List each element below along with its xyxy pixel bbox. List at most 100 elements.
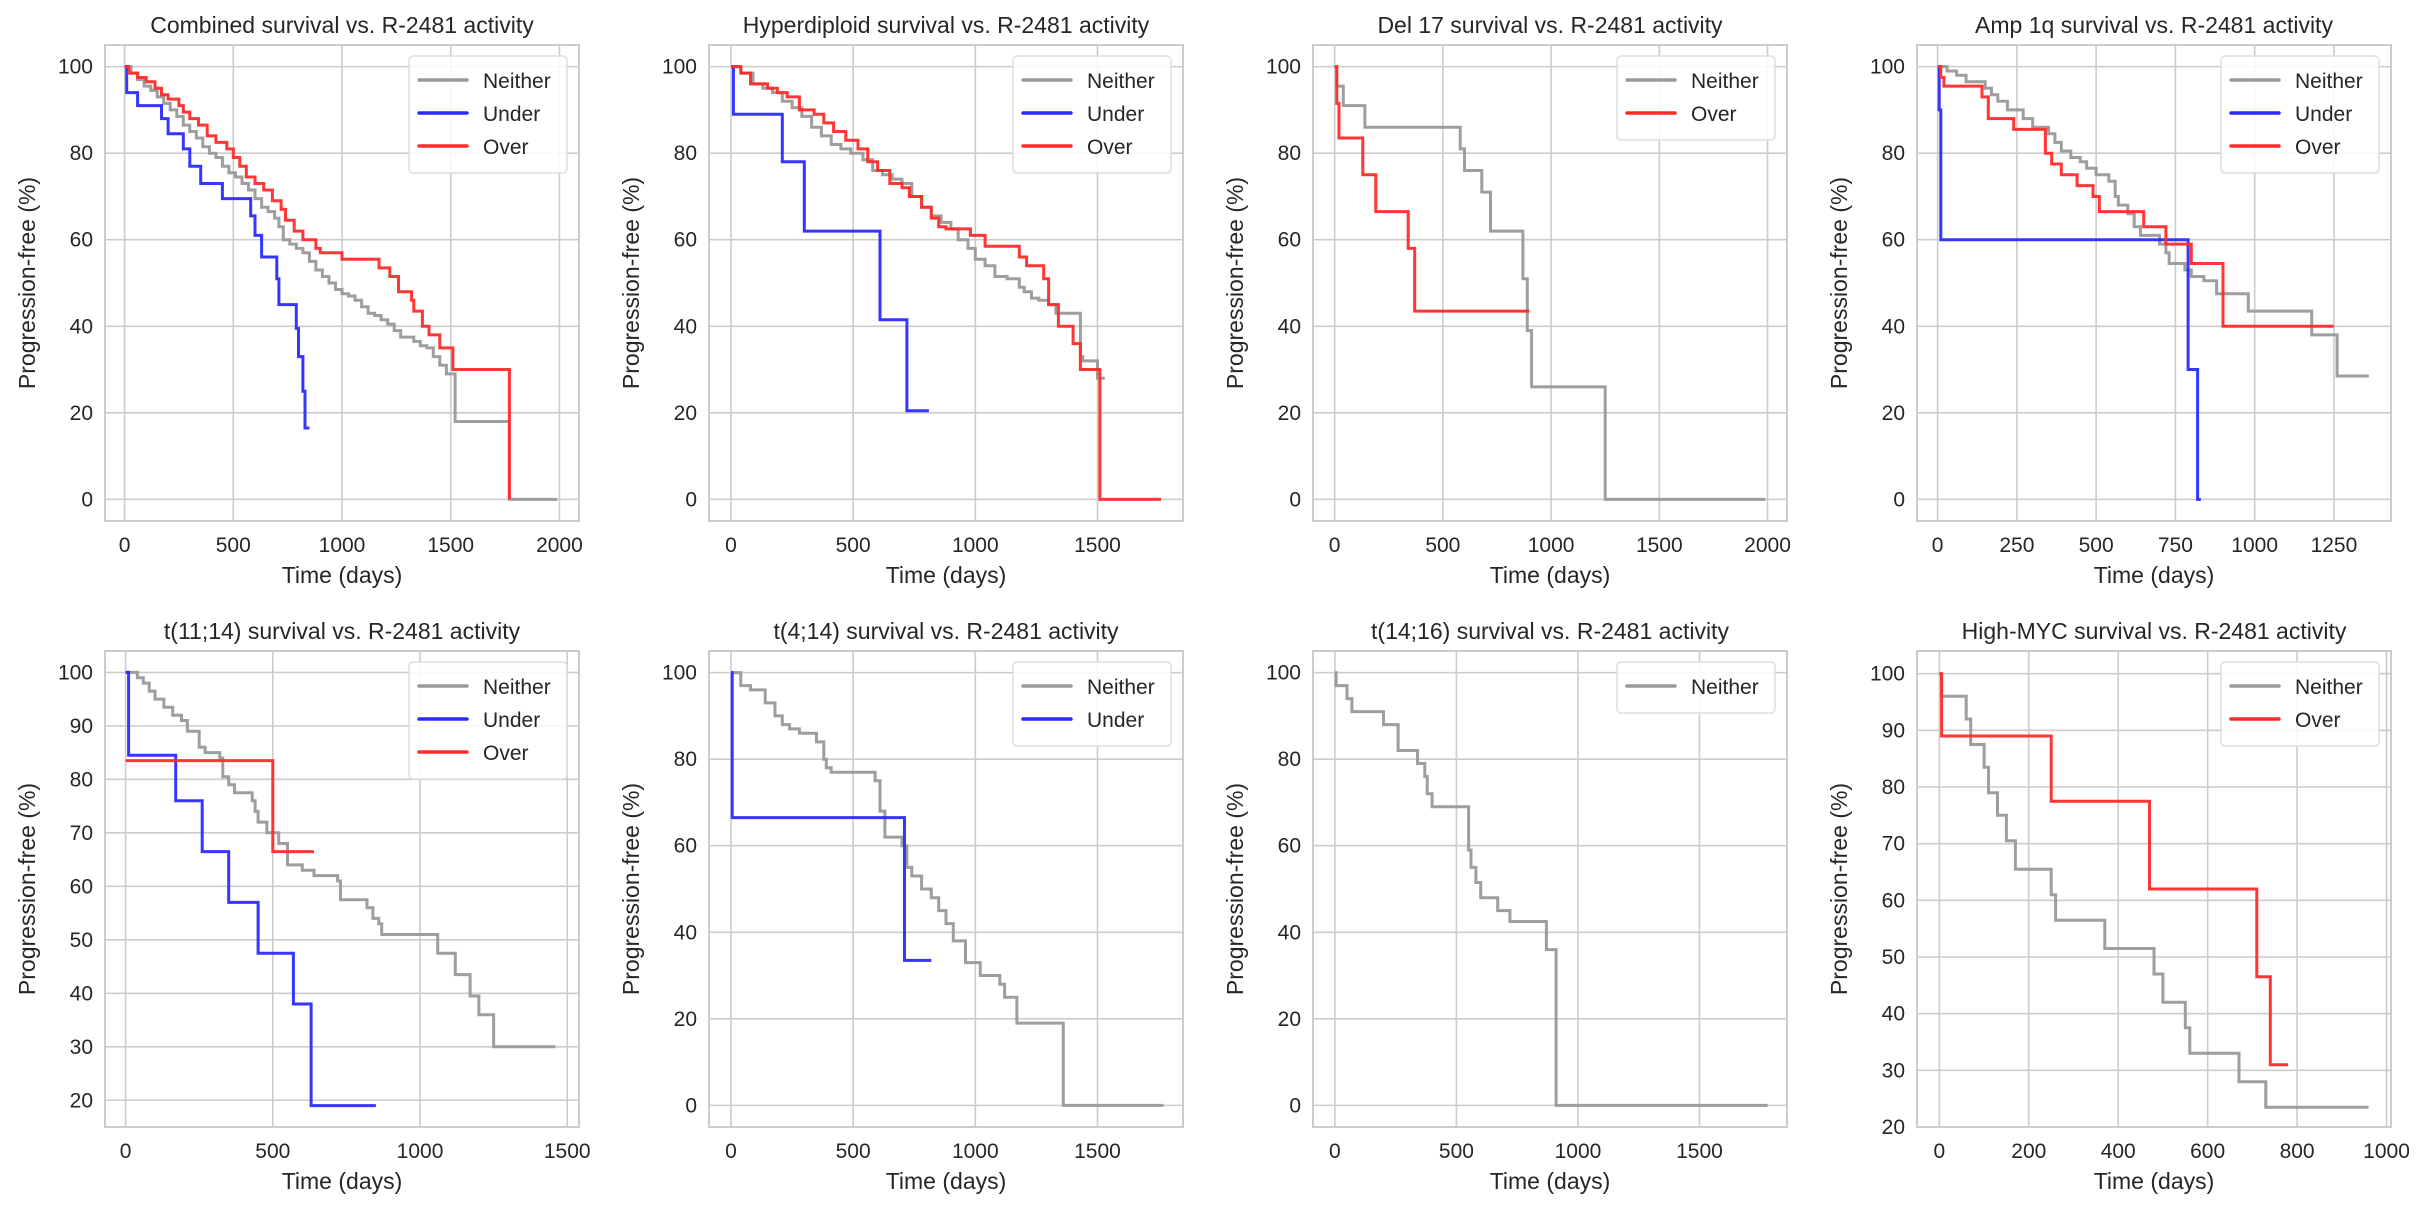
legend-label-over: Over bbox=[2295, 709, 2341, 732]
y-tick-label: 20 bbox=[674, 1008, 697, 1031]
legend-box bbox=[408, 55, 568, 174]
y-tick-label: 20 bbox=[1882, 402, 1905, 425]
subplot-3: 0 500 1000 1500 2000 0 20 40 60 80 100 Del 17 survi… bbox=[1222, 12, 1791, 588]
subplot-1: 0 500 1000 1500 2000 0 20 40 60 80 100 Combined sur… bbox=[14, 12, 583, 588]
y-tick-label: 60 bbox=[1882, 229, 1905, 252]
subplot-2: 0 500 1000 1500 0 20 40 60 80 100 Hyperdiploid sur… bbox=[618, 12, 1184, 588]
y-tick-label: 0 bbox=[1289, 1094, 1301, 1117]
series-line-neither bbox=[1334, 65, 1766, 501]
x-tick-label: 500 bbox=[836, 1140, 871, 1163]
axes-frame bbox=[1916, 44, 2392, 522]
y-tick-label: 0 bbox=[685, 488, 697, 511]
y-tick-label: 40 bbox=[1278, 921, 1301, 944]
series-line-over bbox=[1939, 672, 2289, 1067]
series-line-neither bbox=[1939, 672, 2369, 1109]
y-tick-label: 60 bbox=[1278, 229, 1301, 252]
legend-label-neither: Neither bbox=[2295, 70, 2363, 93]
legend: Neither bbox=[1616, 661, 1776, 714]
axes-frame bbox=[104, 44, 580, 522]
y-tick-label: 80 bbox=[1278, 748, 1301, 771]
y-axis-label: Progression-free (%) bbox=[1222, 177, 1248, 389]
series-line-over bbox=[124, 65, 511, 500]
x-tick-label: 1000 bbox=[1528, 534, 1575, 557]
x-tick-label: 2000 bbox=[536, 534, 583, 557]
legend-label-under: Under bbox=[483, 709, 540, 732]
x-tick-label: 1000 bbox=[2363, 1140, 2410, 1163]
y-tick-label: 100 bbox=[1266, 662, 1301, 685]
x-tick-label: 0 bbox=[725, 534, 737, 557]
x-tick-label: 1000 bbox=[2231, 534, 2278, 557]
x-tick-label: 1000 bbox=[319, 534, 366, 557]
legend-box bbox=[2220, 55, 2380, 174]
y-tick-label: 40 bbox=[1882, 1003, 1905, 1026]
x-tick-label: 1000 bbox=[952, 1140, 999, 1163]
x-tick-label: 1500 bbox=[427, 534, 474, 557]
chart-title: Combined survival vs. R-2481 activity bbox=[150, 12, 534, 38]
y-tick-label: 0 bbox=[1893, 488, 1905, 511]
y-tick-label: 40 bbox=[674, 921, 697, 944]
x-axis-label: Time (days) bbox=[886, 562, 1007, 588]
legend: Neither Over bbox=[2220, 661, 2380, 747]
x-tick-label: 500 bbox=[255, 1140, 290, 1163]
x-tick-label: 0 bbox=[1329, 1140, 1341, 1163]
y-tick-label: 80 bbox=[70, 768, 93, 791]
legend: Neither Under Over bbox=[408, 661, 568, 780]
x-tick-label: 0 bbox=[1932, 534, 1944, 557]
y-tick-label: 40 bbox=[674, 315, 697, 338]
y-tick-label: 80 bbox=[70, 142, 93, 165]
x-tick-label: 1500 bbox=[1636, 534, 1683, 557]
legend-label-neither: Neither bbox=[1691, 70, 1759, 93]
y-tick-label: 60 bbox=[1278, 835, 1301, 858]
legend-box bbox=[1616, 55, 1776, 141]
chart-title: Amp 1q survival vs. R-2481 activity bbox=[1975, 12, 2333, 38]
legend: Neither Under Over bbox=[1012, 55, 1172, 174]
series-line-neither bbox=[124, 65, 558, 501]
chart-title: High-MYC survival vs. R-2481 activity bbox=[1962, 618, 2347, 644]
series-line-over bbox=[1937, 65, 2334, 328]
y-tick-label: 20 bbox=[70, 402, 93, 425]
x-tick-label: 500 bbox=[836, 534, 871, 557]
x-axis-label: Time (days) bbox=[282, 562, 403, 588]
legend: Neither Under Over bbox=[2220, 55, 2380, 174]
series-line-under bbox=[125, 670, 376, 1108]
y-tick-label: 90 bbox=[70, 715, 93, 738]
y-axis-label: Progression-free (%) bbox=[618, 783, 644, 995]
y-tick-label: 0 bbox=[1289, 488, 1301, 511]
legend-label-under: Under bbox=[483, 103, 540, 126]
x-tick-label: 0 bbox=[120, 1140, 132, 1163]
y-tick-label: 40 bbox=[1882, 315, 1905, 338]
y-tick-label: 100 bbox=[1870, 56, 1905, 79]
subplot-8: 0 200 400 600 800 1000 20 30 40 50 60 70 80 90 100 High… bbox=[1826, 618, 2410, 1194]
y-tick-label: 100 bbox=[662, 662, 697, 685]
x-axis-label: Time (days) bbox=[2094, 562, 2215, 588]
y-tick-label: 50 bbox=[70, 929, 93, 952]
legend-label-over: Over bbox=[1087, 136, 1133, 159]
y-tick-label: 100 bbox=[1870, 663, 1905, 686]
legend-box bbox=[1616, 661, 1776, 714]
y-tick-label: 60 bbox=[70, 875, 93, 898]
x-tick-label: 0 bbox=[1329, 534, 1341, 557]
y-axis-label: Progression-free (%) bbox=[618, 177, 644, 389]
y-tick-label: 80 bbox=[674, 142, 697, 165]
chart-title: t(4;14) survival vs. R-2481 activity bbox=[773, 618, 1119, 644]
legend-label-neither: Neither bbox=[1087, 70, 1155, 93]
x-tick-label: 2000 bbox=[1744, 534, 1791, 557]
series-line-under bbox=[1937, 65, 2201, 501]
y-tick-label: 0 bbox=[685, 1094, 697, 1117]
x-tick-label: 600 bbox=[2190, 1140, 2225, 1163]
x-tick-label: 250 bbox=[1999, 534, 2034, 557]
legend-label-neither: Neither bbox=[1691, 676, 1759, 699]
y-tick-label: 20 bbox=[1278, 1008, 1301, 1031]
x-tick-label: 500 bbox=[216, 534, 251, 557]
subplot-6: 0 500 1000 1500 0 20 40 60 80 100 t(4;14) survival… bbox=[618, 618, 1184, 1194]
series-line-over bbox=[1334, 65, 1530, 313]
series-line-under bbox=[730, 671, 932, 962]
y-tick-label: 100 bbox=[662, 56, 697, 79]
series-line-neither bbox=[125, 670, 556, 1049]
y-tick-label: 60 bbox=[674, 835, 697, 858]
series-line-neither bbox=[1937, 65, 2369, 378]
axes-frame bbox=[1312, 44, 1788, 522]
axes-frame bbox=[708, 44, 1184, 522]
legend-label-neither: Neither bbox=[483, 70, 551, 93]
x-axis-label: Time (days) bbox=[282, 1168, 403, 1194]
